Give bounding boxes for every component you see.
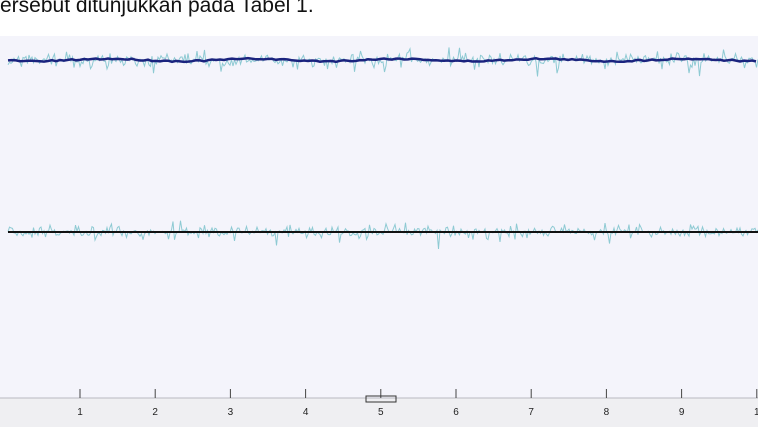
tick-label: 9 bbox=[679, 407, 685, 418]
tick-label: 6 bbox=[453, 407, 459, 418]
scroll-marker[interactable] bbox=[365, 395, 397, 403]
time-axis-bar bbox=[0, 398, 758, 427]
signal-filtered bbox=[7, 56, 757, 64]
tick-label: 2 bbox=[152, 407, 158, 418]
tick-label: 8 bbox=[604, 407, 610, 418]
tick-label: 1 bbox=[754, 407, 758, 418]
header-text: ersebut ditunjukkan pada Tabel 1. bbox=[0, 0, 314, 17]
tick-label: 7 bbox=[528, 407, 534, 418]
time-axis: 1 2 3 4 5 6 7 8 9 1 bbox=[77, 389, 758, 418]
tick-label: 1 bbox=[77, 407, 83, 418]
traces bbox=[7, 46, 758, 250]
plot-panel bbox=[0, 36, 758, 398]
tick-label: 4 bbox=[303, 407, 309, 418]
tick-label: 5 bbox=[378, 407, 384, 418]
tick-label: 3 bbox=[228, 407, 234, 418]
